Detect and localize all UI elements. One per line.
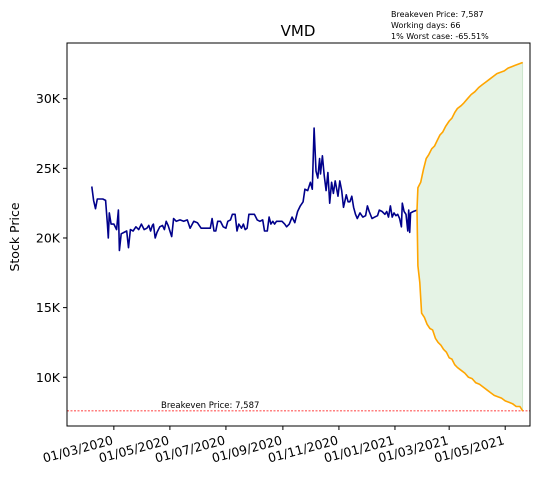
price-lines-layer [67,61,530,412]
info-working-days-text: Working days: 66 [391,21,460,30]
y-axis-label: Stock Price [7,202,22,271]
info-breakeven-text: Breakeven Price: 7,587 [391,10,484,19]
y-tick-label: 15K [36,300,61,315]
chart-title: VMD [281,22,316,40]
forecast-lower-line [416,210,524,412]
y-tick-label: 30K [36,91,61,106]
plot-frame [66,42,531,427]
y-tick-label: 10K [36,370,61,385]
breakeven-label: Breakeven Price: 7,587 [161,401,259,411]
info-worst-case-text: 1% Worst case: -65.51% [391,32,489,41]
price-series-line [91,127,418,252]
y-tick-label: 25K [36,161,61,176]
forecast-upper-line [416,61,523,211]
y-tick-label: 20K [36,230,61,245]
axis-ticks-layer: 10K15K20K25K30K01/03/202001/05/202001/07… [36,91,506,465]
